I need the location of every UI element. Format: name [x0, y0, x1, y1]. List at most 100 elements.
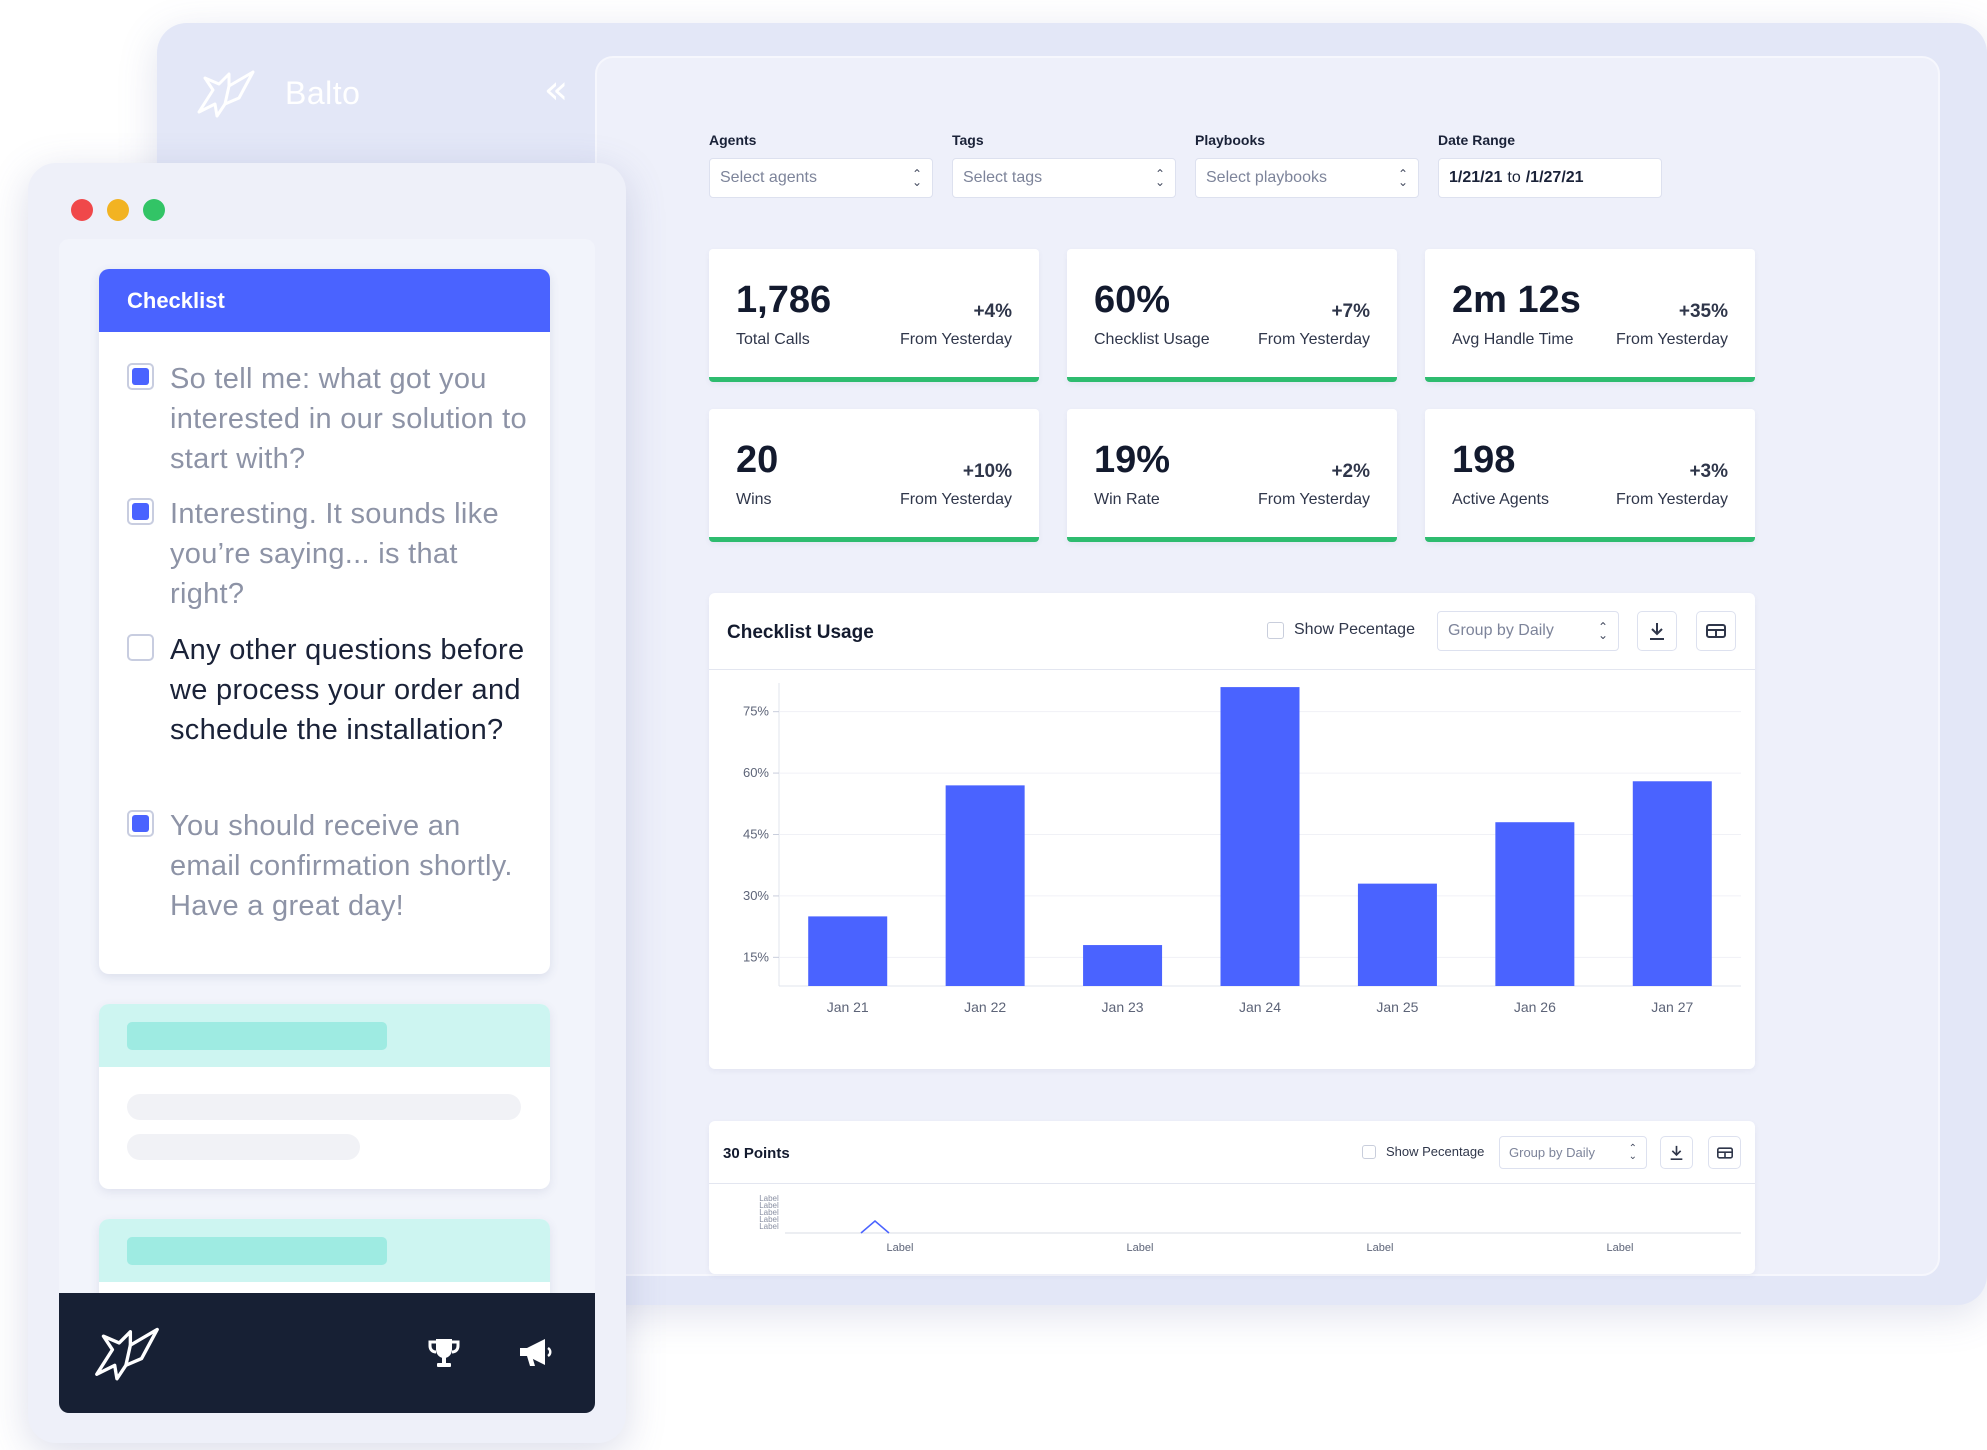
stat-value: 198: [1452, 439, 1516, 481]
group-by-value: Group by Daily: [1509, 1145, 1595, 1160]
megaphone-icon[interactable]: [517, 1336, 553, 1370]
chevron-updown-icon: ⌃ ⌄: [1597, 620, 1608, 642]
x-tick-label: Jan 22: [964, 999, 1006, 1015]
y-tick-label: Label: [759, 1201, 779, 1210]
window-maximize-icon[interactable]: [143, 199, 165, 221]
stat-value: 2m 12s: [1452, 279, 1581, 321]
checkbox-checked-icon[interactable]: [127, 810, 154, 837]
y-tick-label: 30%: [743, 888, 769, 903]
chevron-updown-icon: ⌃ ⌄: [911, 167, 922, 189]
placeholder-line: [127, 1134, 360, 1160]
tags-select[interactable]: Select tags ⌃ ⌄: [952, 158, 1176, 198]
show-percentage-toggle[interactable]: Show Pecentage: [1362, 1144, 1484, 1159]
stat-value: 20: [736, 439, 779, 481]
balto-logo-icon: [197, 70, 255, 118]
x-tick-label: Label: [887, 1242, 914, 1254]
agents-select[interactable]: Select agents ⌃ ⌄: [709, 158, 933, 198]
show-percentage-label: Show Pecentage: [1386, 1144, 1485, 1159]
stat-delta: +7%: [1331, 301, 1370, 322]
trophy-icon[interactable]: [427, 1336, 461, 1370]
stat-delta: +3%: [1689, 461, 1728, 482]
y-tick-label: 75%: [743, 704, 769, 719]
bar: [1083, 945, 1163, 986]
panel-header: [709, 1121, 1755, 1184]
agent-widget-window: Checklist So tell me: what got you inter…: [28, 163, 626, 1443]
window-close-icon[interactable]: [71, 199, 93, 221]
table-view-button[interactable]: [1696, 611, 1736, 651]
download-icon: [1650, 623, 1664, 640]
download-button[interactable]: [1637, 611, 1677, 651]
group-by-value: Group by Daily: [1448, 622, 1554, 639]
brand-name: Balto: [285, 74, 361, 111]
stat-delta: +10%: [962, 461, 1012, 482]
checklist-item[interactable]: So tell me: what got you interested in o…: [127, 359, 530, 479]
x-tick-label: Label: [1367, 1242, 1394, 1254]
select-placeholder: Select playbooks: [1206, 169, 1327, 186]
bar: [1495, 822, 1575, 986]
playbooks-select[interactable]: Select playbooks ⌃ ⌄: [1195, 158, 1419, 198]
panel-title: 30 Points: [723, 1145, 790, 1162]
chevron-updown-icon: ⌃ ⌄: [1628, 1142, 1637, 1162]
show-percentage-toggle[interactable]: Show Pecentage: [1267, 621, 1415, 639]
dashboard-brand: Balto: [195, 68, 360, 118]
series-line: [860, 1220, 890, 1234]
show-percentage-label: Show Pecentage: [1294, 621, 1415, 638]
stat-label: Active Agents: [1452, 491, 1549, 508]
x-tick-label: Jan 23: [1102, 999, 1144, 1015]
download-button[interactable]: [1660, 1136, 1693, 1169]
stat-label: Wins: [736, 491, 772, 508]
y-tick-label: 45%: [743, 827, 769, 842]
table-view-button[interactable]: [1708, 1136, 1741, 1169]
panel-header: [709, 593, 1755, 670]
y-tick-label: Label: [759, 1215, 779, 1224]
download-icon: [1670, 1145, 1683, 1160]
checklist-usage-panel: Checklist Usage Show Pecentage Group by …: [709, 593, 1755, 1069]
checkbox-checked-icon[interactable]: [127, 498, 154, 525]
x-tick-label: Jan 26: [1514, 999, 1556, 1015]
x-tick-label: Label: [1127, 1242, 1154, 1254]
stat-sub: From Yesterday: [1615, 331, 1728, 348]
checklist-item-text: So tell me: what got you interested in o…: [170, 363, 527, 475]
y-tick-label: 15%: [743, 949, 769, 964]
checklist-title: Checklist: [99, 269, 550, 332]
stat-sub: From Yesterday: [1257, 331, 1370, 348]
stat-delta: +4%: [973, 301, 1012, 322]
group-by-select[interactable]: Group by Daily ⌃ ⌄: [1437, 611, 1619, 651]
placeholder-line: [127, 1094, 521, 1120]
y-tick-label: Label: [759, 1222, 779, 1231]
filter-tags: Tags Select tags ⌃ ⌄: [952, 132, 1176, 198]
balto-logo-icon[interactable]: [91, 1325, 163, 1381]
widget-footer: [59, 1293, 595, 1413]
group-by-select[interactable]: Group by Daily ⌃ ⌄: [1499, 1136, 1647, 1169]
y-tick-label: 60%: [743, 765, 769, 780]
stat-label: Checklist Usage: [1094, 331, 1210, 348]
checklist-card: Checklist So tell me: what got you inter…: [99, 269, 550, 974]
placeholder-card: [99, 1004, 550, 1189]
x-tick-label: Jan 27: [1651, 999, 1693, 1015]
checklist-item[interactable]: Any other questions before we process yo…: [127, 630, 530, 750]
double-chevron-left-icon[interactable]: «: [543, 67, 569, 113]
checklist-usage-bar-chart: 15% 30% 45% 60% 75% Jan 21 Jan 22 Jan 23 Jan 24 J…: [743, 683, 1741, 1015]
x-tick-label: Jan 21: [827, 999, 869, 1015]
show-percentage-checkbox[interactable]: [1362, 1144, 1376, 1159]
y-tick-label: Label: [759, 1194, 779, 1203]
y-tick-label: Label: [759, 1208, 779, 1217]
table-icon: [1716, 1146, 1733, 1159]
stat-sub: From Yesterday: [899, 491, 1012, 508]
chevron-updown-icon: ⌃ ⌄: [1397, 167, 1408, 189]
stat-card-avg-handle-time: 2m 12s Avg Handle Time +35% From Yesterd…: [1425, 249, 1755, 382]
table-icon: [1706, 624, 1726, 638]
window-minimize-icon[interactable]: [107, 199, 129, 221]
show-percentage-checkbox[interactable]: [1267, 621, 1284, 639]
stat-delta: +35%: [1678, 301, 1728, 322]
checkbox-checked-icon[interactable]: [127, 363, 154, 390]
date-range-input[interactable]: 1/21/21 to /1/27/21: [1438, 158, 1662, 198]
stat-value: 1,786: [736, 279, 832, 321]
filter-label: Playbooks: [1195, 132, 1266, 148]
checklist-item-text: You should receive an email confirmation…: [170, 810, 513, 922]
filter-agents: Agents Select agents ⌃ ⌄: [709, 132, 933, 198]
checkbox-unchecked-icon[interactable]: [127, 634, 154, 661]
checklist-item[interactable]: You should receive an email confirmation…: [127, 806, 530, 926]
checklist-item[interactable]: Interesting. It sounds like you’re sayin…: [127, 494, 530, 614]
stat-label: Avg Handle Time: [1452, 331, 1574, 348]
